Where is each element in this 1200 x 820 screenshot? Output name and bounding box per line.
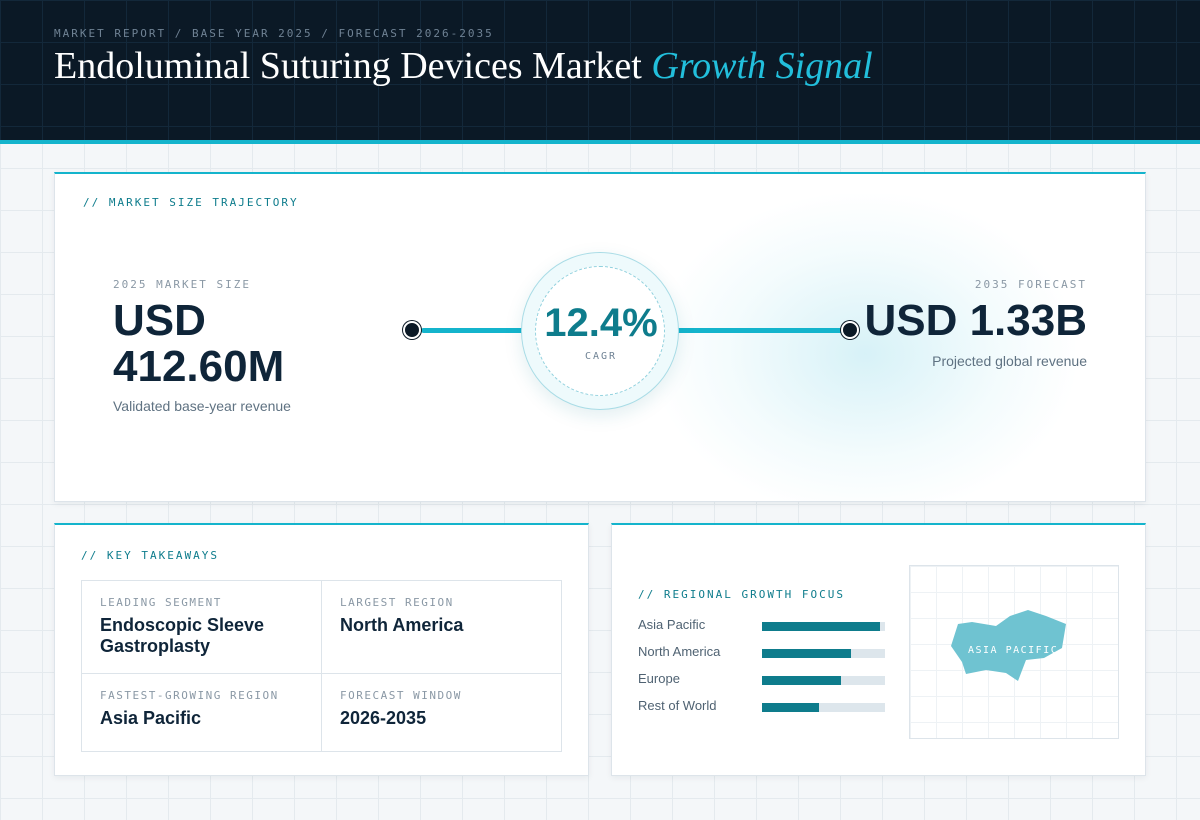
- market-size-trajectory-card: // MARKET SIZE TRAJECTORY 2025 MARKET SI…: [54, 172, 1146, 502]
- region-name: Rest of World: [638, 698, 717, 713]
- region-row-asia-pacific: Asia Pacific: [638, 617, 888, 635]
- base-year-value-line2: 412.60M: [113, 342, 285, 391]
- key-takeaways-card: // KEY TAKEAWAYS LEADING SEGMENT Endosco…: [54, 523, 589, 776]
- region-bar-track: [762, 622, 885, 631]
- regional-section-label: // REGIONAL GROWTH FOCUS: [638, 588, 845, 601]
- region-bar-track: [762, 703, 885, 712]
- forecast-note: Projected global revenue: [932, 353, 1087, 369]
- takeaway-value: Endoscopic Sleeve Gastroplasty: [100, 615, 265, 656]
- takeaway-label: LARGEST REGION: [340, 596, 454, 609]
- takeaway-fastest-growing-region: FASTEST-GROWING REGION Asia Pacific: [100, 689, 340, 729]
- base-year-note: Validated base-year revenue: [113, 398, 291, 414]
- title-accent: Growth Signal: [651, 45, 873, 87]
- region-bar-fill: [762, 622, 881, 631]
- takeaway-label: FASTEST-GROWING REGION: [100, 689, 279, 702]
- base-year-label: 2025 MARKET SIZE: [113, 278, 251, 291]
- grid-divider-horizontal: [82, 673, 561, 674]
- cagr-label: CAGR: [584, 351, 618, 362]
- report-eyebrow: MARKET REPORT / BASE YEAR 2025 / FORECAS…: [54, 27, 494, 40]
- region-bar-fill: [762, 676, 841, 685]
- region-name: North America: [638, 644, 721, 659]
- region-bar-fill: [762, 649, 851, 658]
- region-row-europe: Europe: [638, 671, 888, 689]
- region-name: Asia Pacific: [638, 617, 706, 632]
- map-region-label: ASIA PACIFIC: [968, 645, 1059, 656]
- cagr-badge: 12.4% CAGR: [521, 252, 679, 410]
- grid-divider-vertical: [321, 581, 322, 751]
- takeaway-label: FORECAST WINDOW: [340, 689, 462, 702]
- takeaways-grid: LEADING SEGMENT Endoscopic Sleeve Gastro…: [81, 580, 562, 752]
- takeaway-label: LEADING SEGMENT: [100, 596, 222, 609]
- asia-pacific-highlight: [951, 610, 1066, 681]
- takeaway-value: Asia Pacific: [100, 708, 202, 728]
- regional-growth-card: // REGIONAL GROWTH FOCUS Asia Pacific No…: [611, 523, 1146, 776]
- takeaway-value: North America: [340, 615, 464, 635]
- forecast-value: USD 1.33B: [864, 296, 1087, 345]
- start-point-dot: [403, 321, 421, 339]
- takeaway-largest-region: LARGEST REGION North America: [340, 596, 580, 636]
- takeaways-section-label: // KEY TAKEAWAYS: [81, 549, 219, 562]
- base-year-value-line1: USD: [113, 296, 206, 345]
- region-bar-fill: [762, 703, 819, 712]
- forecast-label: 2035 FORECAST: [974, 278, 1087, 291]
- region-bar-track: [762, 649, 885, 658]
- title-main: Endoluminal Suturing Devices Market: [54, 45, 642, 87]
- cagr-value: 12.4%: [544, 301, 658, 345]
- region-row-north-america: North America: [638, 644, 888, 662]
- region-name: Europe: [638, 671, 680, 686]
- takeaway-forecast-window: FORECAST WINDOW 2026-2035: [340, 689, 580, 729]
- glow-decoration: [655, 194, 1075, 501]
- trajectory-section-label: // MARKET SIZE TRAJECTORY: [83, 196, 299, 209]
- end-point-dot: [841, 321, 859, 339]
- report-header: MARKET REPORT / BASE YEAR 2025 / FORECAS…: [0, 0, 1200, 144]
- takeaway-value: 2026-2035: [340, 708, 427, 728]
- asia-pacific-shape: [951, 610, 1066, 681]
- region-map: ASIA PACIFIC: [909, 565, 1119, 739]
- region-bar-track: [762, 676, 885, 685]
- cagr-inner-circle: 12.4% CAGR: [535, 266, 665, 396]
- base-year-value: USD 412.60M: [113, 298, 284, 390]
- takeaway-leading-segment: LEADING SEGMENT Endoscopic Sleeve Gastro…: [100, 596, 340, 657]
- page-title: Endoluminal Suturing Devices Market Grow…: [54, 44, 873, 88]
- region-row-rest-of-world: Rest of World: [638, 698, 888, 716]
